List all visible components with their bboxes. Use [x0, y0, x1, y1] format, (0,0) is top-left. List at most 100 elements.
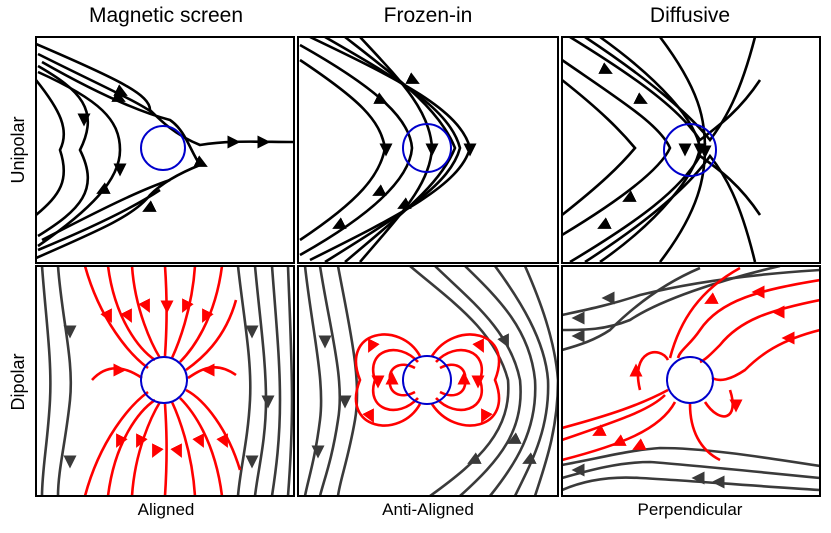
arrowhead-icon — [216, 433, 228, 448]
panel-dipolar-perpendicular — [562, 266, 820, 492]
field-line — [562, 401, 677, 462]
field-line — [688, 403, 721, 462]
field-line — [91, 367, 143, 381]
outer-field-lines — [562, 266, 820, 492]
arrowhead-icon — [136, 433, 148, 448]
field-line — [299, 43, 414, 257]
arrowhead-icon — [704, 292, 719, 304]
panel-unipolar-frozen-in — [299, 37, 477, 263]
field-line — [36, 79, 66, 216]
field-line — [562, 78, 637, 217]
field-line — [185, 388, 242, 471]
field-line — [299, 58, 387, 242]
field-line — [130, 401, 162, 496]
panel-border — [297, 36, 559, 264]
arrowhead-icon — [138, 298, 150, 313]
field-line — [324, 37, 462, 263]
arrowhead-icon — [622, 190, 637, 202]
dipole-field-lines — [83, 266, 242, 496]
dipole-field-lines — [354, 333, 501, 427]
column-title-magnetic-screen: Magnetic screen — [88, 4, 244, 27]
arrowhead-icon — [467, 452, 482, 464]
field-line — [562, 460, 820, 480]
field-line — [41, 60, 202, 166]
field-line — [668, 266, 741, 359]
field-line — [658, 37, 707, 263]
field-line — [636, 351, 670, 391]
arrowhead-icon — [373, 92, 388, 104]
arrowhead-icon — [96, 182, 111, 194]
obstacle-circle — [140, 356, 188, 404]
field-line — [36, 163, 201, 260]
panel-border — [35, 265, 295, 497]
field-line — [562, 58, 672, 237]
field-line — [303, 266, 323, 496]
arrowhead-icon — [113, 84, 128, 96]
field-line — [344, 37, 457, 263]
arrowhead-icon — [633, 92, 648, 104]
panel-border — [35, 36, 295, 264]
field-line — [584, 37, 757, 143]
field-line — [163, 403, 168, 496]
obstacle-circle — [402, 355, 452, 405]
field-line — [83, 266, 149, 370]
field-line — [699, 298, 820, 364]
panel-borders — [35, 36, 821, 497]
obstacle-circle — [402, 123, 452, 173]
field-line — [435, 348, 484, 412]
field-line — [170, 266, 197, 359]
field-line — [253, 266, 268, 496]
panel-dipolar-anti-aligned — [303, 266, 558, 496]
field-line — [106, 398, 156, 496]
arrowhead-icon — [522, 452, 537, 464]
arrowhead-icon — [592, 424, 607, 436]
arrowhead-icon — [192, 433, 204, 448]
field-line — [562, 476, 820, 492]
field-line — [41, 178, 171, 242]
field-line — [562, 266, 701, 352]
arrowhead-icon — [597, 217, 612, 229]
arrowhead-icon — [472, 338, 484, 353]
field-line — [179, 397, 224, 496]
field-line — [371, 348, 419, 412]
arrowhead-icon — [397, 197, 412, 209]
arrowhead-icon — [202, 308, 214, 323]
field-line — [37, 70, 122, 248]
arrowhead-icon — [182, 298, 194, 313]
panel-border — [561, 36, 821, 264]
arrowhead-icon — [170, 443, 182, 458]
panel-unipolar-magnetic-screen — [36, 42, 294, 260]
field-line — [40, 266, 52, 496]
field-line — [562, 388, 669, 430]
bottom-label-aligned: Aligned — [137, 500, 195, 519]
column-title-frozen-in: Frozen-in — [383, 4, 473, 27]
arrowhead-icon — [116, 433, 128, 448]
arrowhead-icon — [507, 432, 522, 444]
arrowhead-icon — [142, 200, 157, 212]
arrowhead-icon — [152, 443, 164, 458]
dipole-field-lines — [562, 266, 820, 462]
field-line — [56, 266, 73, 496]
field-line — [354, 333, 422, 427]
field-line — [270, 266, 282, 496]
panel-unipolar-diffusive — [562, 37, 762, 263]
field-line — [187, 365, 237, 380]
field-line — [439, 363, 467, 397]
bottom-label-perpendicular: Perpendicular — [637, 500, 743, 519]
arrowhead-icon — [598, 62, 613, 74]
arrowhead-icon — [193, 155, 208, 167]
field-line — [493, 266, 550, 496]
panel-dipolar-aligned — [40, 266, 294, 496]
field-line — [562, 268, 820, 317]
arrowhead-icon — [497, 333, 509, 348]
panel-border — [561, 265, 821, 497]
arrowhead-icon — [612, 434, 627, 446]
arrowhead-icon — [372, 184, 387, 196]
outer-field-lines — [303, 266, 558, 496]
field-line — [36, 42, 294, 147]
field-line — [130, 266, 162, 359]
arrowhead-icon — [332, 217, 347, 229]
field-line — [286, 266, 294, 496]
obstacle-circle — [140, 125, 186, 171]
